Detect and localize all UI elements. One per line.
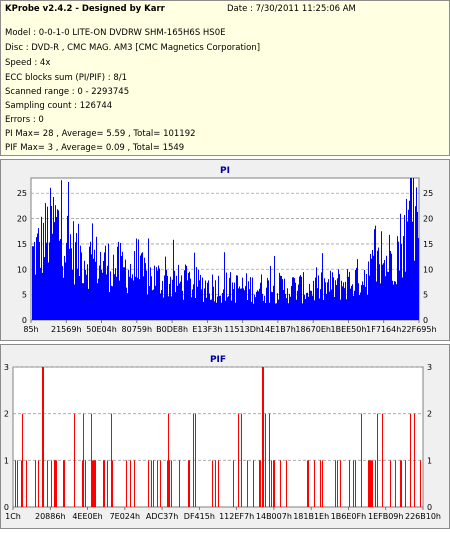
x-tick-label: 1F7164h xyxy=(366,325,401,334)
x-tick-label: E13F3h xyxy=(192,325,222,334)
x-tick-label: 4EE0Eh xyxy=(72,512,102,521)
y-tick-label-right: 25 xyxy=(423,189,433,198)
x-tick-label: 22F695h xyxy=(401,325,436,334)
y-tick-label-left: 0 xyxy=(4,503,9,512)
x-tick-label: 1BEE50h xyxy=(330,325,366,334)
y-tick-label-right: 3 xyxy=(427,363,432,372)
y-tick-label-right: 1 xyxy=(427,456,432,465)
x-tick-label: 1Ch xyxy=(5,512,21,521)
sampling-count-line: Sampling count : 126744 xyxy=(5,101,113,111)
pif-chart-panel: PIF 0 0 1 1 2 2 3 3 1Ch 20886h 4EE0Eh 7E024h ADC37h DF… xyxy=(0,344,450,529)
pi-summary-line: PI Max= 28 , Average= 5.59 , Total= 1011… xyxy=(5,129,196,139)
y-tick-label-right: 2 xyxy=(427,410,432,419)
bar-series xyxy=(15,367,421,507)
x-tick-label: 80759h xyxy=(122,325,153,334)
model-line: Model : 0-0-1-0 LITE-ON DVDRW SHM-165H6S… xyxy=(5,28,226,38)
x-tick-label: DF415h xyxy=(184,512,215,521)
y-tick-label-right: 15 xyxy=(423,240,433,249)
x-tick-label: 1EFB09h xyxy=(368,512,403,521)
y-tick-label-left: 0 xyxy=(22,316,27,325)
pi-chart-panel: PI 0 0 5 5 10 10 15 15 20 20 25 25 85h 21569h 50E04h 807… xyxy=(0,159,450,341)
x-tick-label: 14E1B7h xyxy=(260,325,296,334)
x-tick-label: 112EF7h xyxy=(219,512,254,521)
errors-line: Errors : 0 xyxy=(5,115,44,125)
pif-chart: PIF 0 0 1 1 2 2 3 3 1Ch 20886h 4EE0Eh 7E024h ADC37h DF… xyxy=(4,355,441,521)
y-tick-label-left: 3 xyxy=(4,363,9,372)
chart-title: PIF xyxy=(210,355,226,365)
x-tick-label: 1B6E0Fh xyxy=(331,512,366,521)
y-tick-label-left: 15 xyxy=(17,240,27,249)
x-tick-label: 18670Eh xyxy=(295,325,331,334)
x-tick-label: 226B10h xyxy=(405,512,441,521)
y-tick-label-left: 1 xyxy=(4,456,9,465)
y-tick-label-right: 20 xyxy=(423,215,433,224)
pi-chart: PI 0 0 5 5 10 10 15 15 20 20 25 25 85h 21569h 50E04h 807… xyxy=(17,166,437,334)
disc-line: Disc : DVD-R , CMC MAG. AM3 [CMC Magneti… xyxy=(5,43,261,53)
y-tick-label-right: 0 xyxy=(423,316,428,325)
y-tick-label-right: 5 xyxy=(423,291,428,300)
x-tick-label: 181B1Eh xyxy=(293,512,329,521)
bar-series xyxy=(32,178,419,320)
scanned-range-line: Scanned range : 0 - 2293745 xyxy=(5,87,130,97)
x-tick-label: ADC37h xyxy=(146,512,178,521)
x-tick-label: 50E04h xyxy=(86,325,116,334)
x-tick-label: B0DE8h xyxy=(156,325,188,334)
y-tick-label-left: 25 xyxy=(17,189,27,198)
scan-date: Date : 7/30/2011 11:25:06 AM xyxy=(227,4,356,14)
x-tick-label: 85h xyxy=(23,325,38,334)
x-tick-label: 21569h xyxy=(51,325,82,334)
y-tick-label-right: 0 xyxy=(427,503,432,512)
x-tick-label: 14B007h xyxy=(256,512,292,521)
y-tick-label-left: 5 xyxy=(22,291,27,300)
pif-summary-line: PIF Max= 3 , Average= 0.09 , Total= 1549 xyxy=(5,143,185,153)
y-tick-label-left: 10 xyxy=(17,265,27,274)
x-tick-label: 11513Dh xyxy=(224,325,261,334)
ecc-line: ECC blocks sum (PI/PIF) : 8/1 xyxy=(5,73,128,83)
y-tick-label-right: 10 xyxy=(423,265,433,274)
x-tick-label: 20886h xyxy=(35,512,66,521)
chart-title: PI xyxy=(220,166,230,176)
speed-line: Speed : 4x xyxy=(5,58,51,68)
y-tick-label-left: 2 xyxy=(4,410,9,419)
y-tick-label-left: 20 xyxy=(17,215,27,224)
info-panel: KProbe v2.4.2 - Designed by Karr Date : … xyxy=(0,0,450,156)
x-tick-label: 7E024h xyxy=(110,512,140,521)
app-title: KProbe v2.4.2 - Designed by Karr xyxy=(5,4,165,14)
